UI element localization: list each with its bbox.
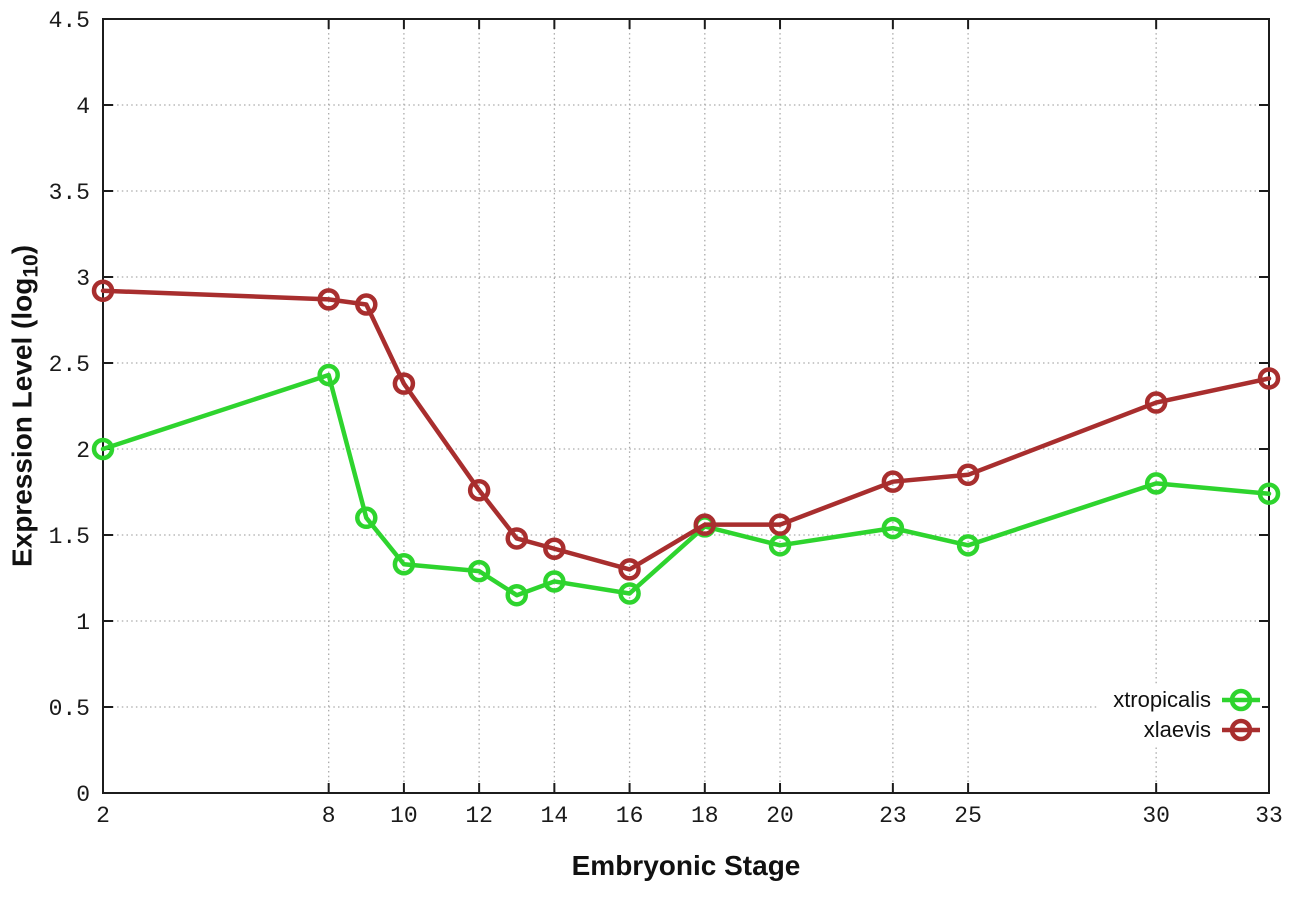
data-point-xtropicalis-2 bbox=[91, 437, 115, 461]
y-tick-label-2.5: 2.5 bbox=[49, 352, 90, 378]
x-tick-label-25: 25 bbox=[954, 803, 982, 829]
y-tick-label-0: 0 bbox=[76, 782, 90, 808]
y-tick-label-4.5: 4.5 bbox=[49, 8, 90, 34]
data-point-xlaevis-20 bbox=[768, 513, 792, 536]
x-tick-label-33: 33 bbox=[1255, 803, 1283, 829]
y-tick-label-1: 1 bbox=[76, 610, 90, 636]
data-point-xlaevis-23 bbox=[881, 470, 905, 493]
data-point-xtropicalis-14 bbox=[543, 570, 566, 593]
data-point-xlaevis-18 bbox=[693, 513, 717, 536]
data-point-xtropicalis-23 bbox=[881, 516, 905, 540]
series-line-xtropicalis bbox=[100, 372, 1272, 598]
data-point-xtropicalis-25 bbox=[956, 534, 980, 557]
plot-border bbox=[102, 18, 1270, 794]
x-tick-label-10: 10 bbox=[390, 803, 418, 829]
x-tick-label-30: 30 bbox=[1142, 803, 1170, 829]
data-point-xtropicalis-9 bbox=[355, 506, 378, 530]
data-point-xtropicalis-13 bbox=[505, 583, 528, 607]
y-axis-title-suffix: ) bbox=[6, 244, 38, 255]
data-point-xtropicalis-12 bbox=[467, 559, 491, 583]
data-point-xlaevis-25 bbox=[956, 463, 980, 487]
y-tick-label-0.5: 0.5 bbox=[49, 696, 90, 722]
data-point-xtropicalis-16 bbox=[618, 582, 641, 605]
x-tick-label-20: 20 bbox=[766, 803, 794, 829]
legend-item-xlaevis: xlaevis bbox=[1113, 715, 1262, 745]
y-tick-label-3: 3 bbox=[76, 266, 90, 292]
legend-item-xtropicalis: xtropicalis bbox=[1113, 685, 1262, 715]
data-point-xlaevis-16 bbox=[618, 558, 641, 581]
x-tick-label-18: 18 bbox=[691, 803, 719, 829]
data-point-xtropicalis-10 bbox=[392, 552, 416, 576]
legend-label-xtropicalis: xtropicalis bbox=[1113, 687, 1211, 712]
series-line-xlaevis bbox=[100, 288, 1272, 572]
legend: xtropicalis xlaevis bbox=[1099, 685, 1262, 745]
y-tick-label-1.5: 1.5 bbox=[49, 524, 90, 550]
x-tick-label-14: 14 bbox=[541, 803, 569, 829]
x-tick-label-23: 23 bbox=[879, 803, 907, 829]
data-point-xlaevis-10 bbox=[392, 372, 416, 395]
data-point-xlaevis-13 bbox=[505, 527, 528, 550]
x-axis-title: Embryonic Stage bbox=[571, 850, 801, 881]
data-point-xlaevis-33 bbox=[1257, 367, 1281, 390]
x-tick-label-8: 8 bbox=[322, 803, 336, 829]
data-point-xlaevis-12 bbox=[467, 479, 491, 502]
legend-marker-xlaevis bbox=[1222, 718, 1260, 742]
data-point-xlaevis-30 bbox=[1144, 391, 1168, 414]
y-axis-title-subscript: 10 bbox=[19, 254, 43, 278]
legend-label-xlaevis: xlaevis bbox=[1143, 717, 1211, 742]
y-axis-title-text: Expression Level (log bbox=[6, 277, 38, 568]
data-point-xlaevis-14 bbox=[543, 537, 566, 561]
y-axis-title: Expression Level (log10) bbox=[7, 245, 44, 567]
data-point-xtropicalis-8 bbox=[317, 363, 340, 387]
data-point-xlaevis-9 bbox=[355, 293, 378, 316]
legend-marker-xtropicalis bbox=[1222, 688, 1260, 712]
x-tick-label-2: 2 bbox=[96, 803, 110, 829]
y-tick-label-3.5: 3.5 bbox=[49, 180, 90, 206]
data-point-xtropicalis-30 bbox=[1144, 472, 1168, 495]
y-tick-label-4: 4 bbox=[76, 94, 90, 120]
data-point-xlaevis-2 bbox=[91, 279, 115, 303]
y-tick-label-2: 2 bbox=[76, 438, 90, 464]
x-tick-label-12: 12 bbox=[465, 803, 493, 829]
data-point-xlaevis-8 bbox=[317, 288, 340, 311]
data-point-xtropicalis-33 bbox=[1257, 482, 1281, 505]
data-point-xtropicalis-20 bbox=[768, 534, 792, 557]
x-tick-label-16: 16 bbox=[616, 803, 644, 829]
